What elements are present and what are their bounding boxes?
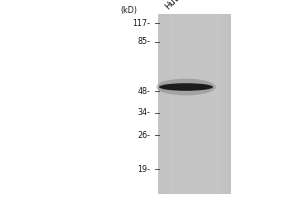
- Text: (kD): (kD): [121, 6, 137, 16]
- Ellipse shape: [156, 79, 216, 95]
- Bar: [158, 14, 231, 194]
- Text: 19-: 19-: [137, 164, 150, 173]
- Bar: [169, 14, 220, 194]
- Ellipse shape: [159, 83, 213, 91]
- Text: 26-: 26-: [137, 130, 150, 140]
- Text: 34-: 34-: [137, 108, 150, 117]
- Text: HuvEc: HuvEc: [163, 0, 188, 11]
- Text: 48-: 48-: [137, 86, 150, 96]
- Text: 85-: 85-: [137, 38, 150, 46]
- Text: 117-: 117-: [132, 19, 150, 27]
